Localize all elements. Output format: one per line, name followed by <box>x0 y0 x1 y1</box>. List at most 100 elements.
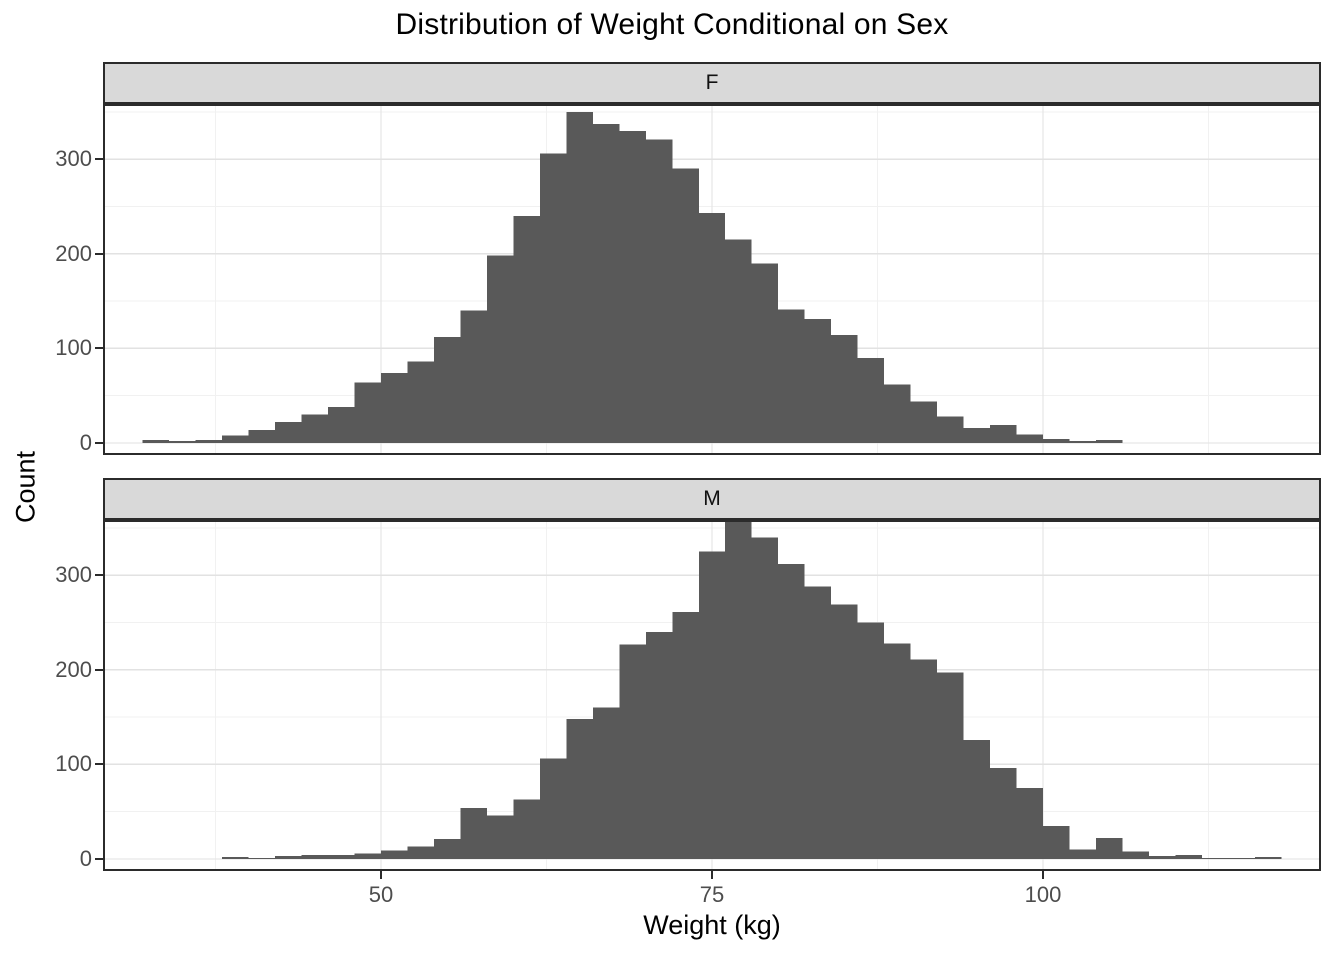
histogram-bar-M-97 <box>990 768 1017 859</box>
histogram-bar-F-37 <box>195 440 223 443</box>
histogram-bar-F-39 <box>222 435 249 443</box>
histogram-bar-M-69 <box>619 644 646 859</box>
histogram-bar-M-101 <box>1042 825 1070 859</box>
y-tick-label-100: 100 <box>55 335 92 361</box>
histogram-bar-F-73 <box>672 168 699 443</box>
histogram-bar-F-91 <box>910 401 938 443</box>
histogram-bar-M-73 <box>672 612 699 859</box>
facet-panel-m <box>103 520 1321 871</box>
histogram-bar-F-47 <box>328 407 355 443</box>
histogram-bar-F-65 <box>566 111 593 444</box>
histogram-bar-M-113 <box>1201 858 1229 859</box>
histogram-bar-M-115 <box>1228 858 1255 859</box>
histogram-bar-M-93 <box>937 672 964 859</box>
histogram-bar-M-61 <box>513 799 540 859</box>
histogram-bar-F-105 <box>1095 440 1123 443</box>
histogram-bar-F-79 <box>751 263 779 443</box>
histogram-bar-M-117 <box>1254 857 1282 859</box>
histogram-bar-M-63 <box>539 758 567 859</box>
histogram-bar-M-71 <box>645 631 673 859</box>
histogram-bar-M-53 <box>407 846 434 859</box>
histogram-bar-M-83 <box>804 586 832 859</box>
y-tick-mark-200 <box>95 668 103 671</box>
histogram-bar-F-55 <box>433 337 461 443</box>
y-tick-mark-100 <box>95 763 103 766</box>
y-tick-mark-300 <box>95 158 103 161</box>
y-tick-label-200: 200 <box>55 656 92 682</box>
x-tick-mark-75 <box>711 871 713 879</box>
histogram-bar-F-93 <box>937 416 964 443</box>
histogram-bar-F-61 <box>513 215 540 443</box>
histogram-bar-M-55 <box>433 839 461 859</box>
histogram-bar-F-85 <box>831 335 858 443</box>
histogram-bar-F-35 <box>169 441 196 443</box>
histogram-bar-F-101 <box>1042 439 1070 443</box>
histogram-bar-M-75 <box>698 551 726 859</box>
histogram-bar-F-67 <box>592 124 620 443</box>
histogram-bar-M-91 <box>910 659 938 859</box>
y-tick-mark-0 <box>95 858 103 860</box>
histogram-bar-F-41 <box>248 429 276 443</box>
histogram-bar-M-59 <box>486 815 514 859</box>
x-axis-label: Weight (kg) <box>643 910 781 940</box>
histogram-bar-M-43 <box>275 856 302 859</box>
histogram-bar-F-89 <box>884 384 911 443</box>
histogram-bar-M-49 <box>354 853 382 859</box>
histogram-bar-M-79 <box>751 537 779 859</box>
histogram-bar-M-57 <box>460 807 487 859</box>
y-tick-mark-300 <box>95 574 103 577</box>
histogram-bar-M-87 <box>857 622 885 859</box>
histogram-bar-F-49 <box>354 382 382 443</box>
x-tick-mark-100 <box>1041 871 1044 879</box>
histogram-bar-F-77 <box>725 239 752 443</box>
panel-border <box>103 104 1321 455</box>
histogram-bar-F-51 <box>381 372 408 443</box>
histogram-bar-M-89 <box>884 643 911 859</box>
y-tick-mark-100 <box>95 347 103 350</box>
histogram-bar-M-45 <box>301 855 329 859</box>
facet-strip-m: M <box>103 478 1321 520</box>
histogram-bar-M-85 <box>831 604 858 859</box>
histogram-bar-F-63 <box>539 153 567 444</box>
y-axis-label: Count <box>10 450 41 524</box>
panel-border <box>103 520 1321 871</box>
histogram-bar-F-69 <box>619 130 646 443</box>
histogram-bar-M-51 <box>381 850 408 859</box>
histogram-bar-M-107 <box>1122 851 1149 859</box>
y-tick-mark-200 <box>95 252 103 255</box>
facet-panel-f <box>103 104 1321 455</box>
histogram-bar-F-103 <box>1069 441 1096 443</box>
histogram-bar-M-65 <box>566 718 593 859</box>
histogram-bar-F-95 <box>963 427 991 443</box>
histogram-bar-M-67 <box>592 707 620 859</box>
histogram-bar-M-41 <box>248 858 276 859</box>
facet-strip-label-f: F <box>705 71 719 94</box>
histogram-bar-F-53 <box>407 361 434 443</box>
y-tick-label-300: 300 <box>55 562 92 588</box>
histogram-bar-M-81 <box>778 563 805 859</box>
y-tick-mark-0 <box>95 442 103 444</box>
histogram-bar-M-109 <box>1148 856 1176 859</box>
x-tick-mark-50 <box>380 871 383 879</box>
histogram-bar-F-83 <box>804 319 832 443</box>
x-tick-label-100: 100 <box>1024 882 1062 907</box>
x-tick-label-75: 75 <box>699 882 725 907</box>
facet-m: M <box>103 478 1321 871</box>
histogram-bar-F-75 <box>698 213 726 443</box>
y-tick-label-0: 0 <box>79 846 92 871</box>
histogram-bar-M-39 <box>222 857 249 859</box>
histogram-bar-F-59 <box>486 255 514 443</box>
histogram-bar-F-97 <box>990 425 1017 443</box>
histogram-bar-M-103 <box>1069 849 1096 859</box>
histogram-bar-M-105 <box>1095 838 1123 859</box>
y-tick-label-300: 300 <box>55 146 92 172</box>
histogram-bar-M-95 <box>963 739 991 859</box>
histogram-bar-F-99 <box>1016 434 1043 443</box>
facet-f: F <box>103 62 1321 455</box>
facet-strip-label-m: M <box>703 487 721 510</box>
y-tick-label-200: 200 <box>55 240 92 266</box>
histogram-bar-M-99 <box>1016 788 1043 859</box>
histogram-bar-M-111 <box>1175 855 1202 859</box>
histogram-bar-F-45 <box>301 414 329 443</box>
